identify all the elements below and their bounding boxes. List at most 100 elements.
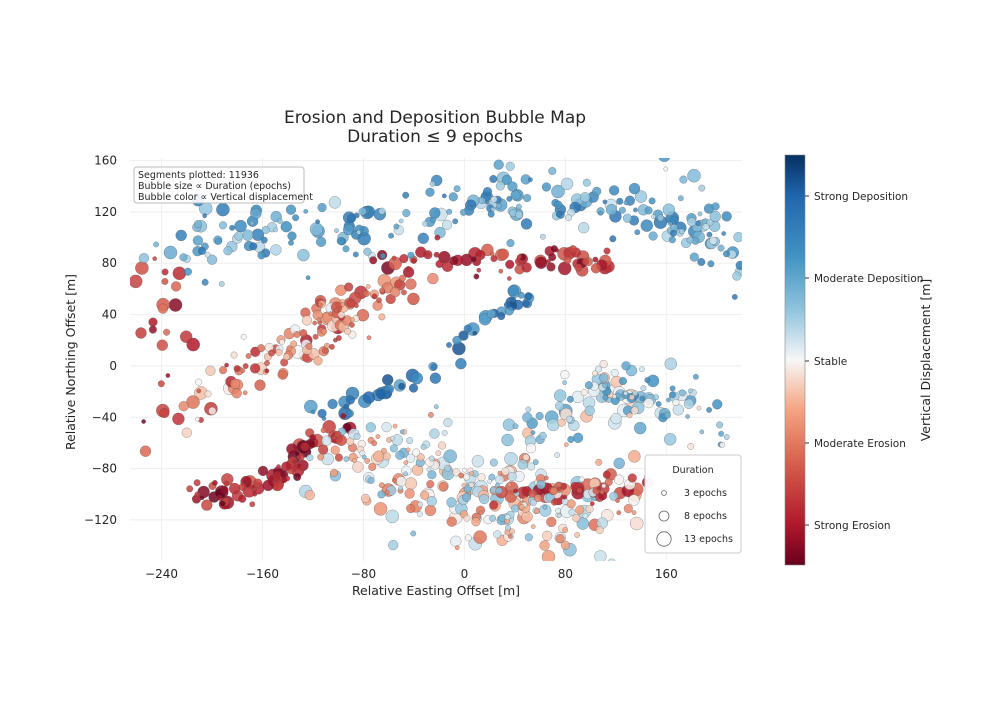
bubble-southern-lobe (555, 507, 562, 514)
bubble-northern-ridge (490, 206, 496, 212)
bubble-northern-arc-head (405, 278, 417, 290)
bubble-southwest-erosion-band (219, 500, 226, 507)
bubble-northern-ridge (495, 181, 505, 191)
bubble-southern-lobe (504, 524, 511, 531)
bubble-southeast-fan (696, 405, 702, 411)
bubble-southeast-fan (555, 401, 565, 411)
bubble-central-deposition-arc (321, 416, 327, 421)
bubble-western-scatter (117, 241, 126, 250)
bubble-southern-lobe (533, 508, 540, 515)
bubble-northern-ridge (735, 260, 742, 270)
bubble-southeast-fan (655, 401, 662, 407)
bubble-southern-lobe (529, 499, 537, 507)
bubble-northern-ridge (393, 223, 400, 230)
size-legend-marker-3 (661, 490, 667, 496)
bubble-southeast-fan (610, 412, 622, 425)
bubble-northern-ridge (717, 244, 725, 252)
bubble-southern-lobe (463, 473, 470, 481)
bubble-central-deposition-arc (345, 409, 354, 418)
bubble-northern-ridge (305, 275, 311, 281)
bubble-southern-lobe (443, 449, 458, 464)
bubble-southern-lobe (454, 545, 460, 551)
bubble-northern-ridge (287, 231, 297, 241)
bubble-northern-erosion-arc (581, 258, 589, 266)
bubble-southern-lobe (346, 437, 355, 446)
bubble-southern-lobe (631, 510, 637, 515)
bubble-southern-lobe (585, 504, 594, 514)
bubble-southern-lobe (497, 470, 503, 476)
bubble-northern-ridge (459, 208, 467, 216)
bubble-western-erosion-arc (224, 362, 230, 368)
bubble-northern-erosion-arc (424, 252, 430, 257)
bubble-northern-erosion-arc (554, 247, 559, 253)
bubble-northern-ridge (616, 197, 624, 205)
bubble-western-scatter (157, 303, 169, 314)
bubble-northern-ridge (514, 210, 524, 219)
bubble-western-scatter (115, 388, 128, 401)
bubble-western-erosion-arc (275, 349, 283, 356)
size-legend-label-8: 8 epochs (684, 511, 727, 522)
bubble-northern-ridge (183, 267, 193, 276)
bubble-southern-lobe (360, 493, 371, 503)
bubble-southeast-fan (599, 373, 609, 383)
bubble-northern-erosion-arc (476, 267, 482, 273)
bubble-northern-ridge (303, 209, 309, 214)
bubble-northern-ridge (640, 219, 654, 232)
bubble-southern-lobe (479, 493, 490, 505)
bubble-northern-ridge (441, 219, 453, 230)
bubble-northern-ridge (353, 212, 360, 219)
bubble-central-deposition-arc (472, 330, 478, 336)
bubble-southern-lobe (317, 453, 325, 461)
bubble-southwest-erosion-band (193, 479, 201, 487)
bubble-southern-lobe (578, 476, 585, 483)
bubble-southeast-fan (591, 370, 598, 377)
bubble-southern-lobe (392, 423, 398, 429)
bubble-western-erosion-arc (286, 345, 293, 352)
bubble-southern-lobe (464, 534, 472, 542)
bubble-southern-lobe (427, 470, 437, 480)
bubble-northern-ridge (686, 236, 694, 244)
bubble-southeast-fan (546, 418, 560, 432)
bubble-southern-lobe (395, 450, 405, 460)
bubble-southern-lobe (536, 480, 546, 490)
bubble-northern-ridge (482, 187, 493, 197)
bubble-southern-lobe (556, 513, 562, 518)
bubble-northern-erosion-arc (475, 255, 482, 262)
bubble-northern-ridge (668, 236, 676, 244)
bubble-southwest-erosion-band (276, 464, 281, 470)
bubble-northeast-outliers (662, 203, 676, 216)
bubble-southeast-fan (688, 388, 693, 394)
y-tick-label: −120 (84, 513, 117, 527)
bubble-southern-lobe (389, 444, 398, 453)
bubble-northeast-outliers (721, 211, 732, 222)
bubble-southern-lobe (352, 461, 364, 473)
bubble-central-deposition-arc (398, 382, 406, 390)
bubble-southeast-fan (692, 373, 699, 380)
bubble-western-erosion-arc (277, 369, 288, 380)
bubble-southeast-fan (580, 389, 588, 397)
bubble-southeast-fan (584, 381, 593, 390)
bubble-northern-ridge (756, 273, 761, 278)
bubble-southeast-fan (628, 394, 635, 401)
bubble-western-erosion-arc (305, 342, 313, 350)
bubble-southeast-fan (522, 412, 533, 423)
bubble-northern-erosion-arc (434, 234, 441, 241)
bubble-southwest-erosion-band (273, 477, 279, 483)
bubble-southeast-fan (525, 406, 532, 413)
bubble-southeast-fan (664, 357, 678, 371)
bubble-northern-arc-head (362, 290, 370, 297)
bubble-northern-erosion-arc (517, 254, 522, 260)
bubble-northern-arc-head (427, 272, 439, 285)
bubble-northeast-outliers (697, 211, 703, 217)
bubble-southwest-erosion-band (281, 477, 288, 484)
bubble-southern-lobe (524, 533, 533, 542)
bubble-southern-lobe (616, 510, 622, 516)
bubble-northern-arc-head (379, 287, 385, 294)
bubble-southern-erosion-tail (615, 498, 620, 504)
bubble-southeast-fan (685, 414, 690, 419)
bubble-northern-ridge (622, 213, 633, 223)
bubble-southern-lobe (489, 458, 498, 467)
bubble-northern-ridge (551, 184, 565, 199)
bubble-southwest-erosion-band (238, 482, 247, 492)
bubble-southern-lobe (469, 471, 475, 476)
